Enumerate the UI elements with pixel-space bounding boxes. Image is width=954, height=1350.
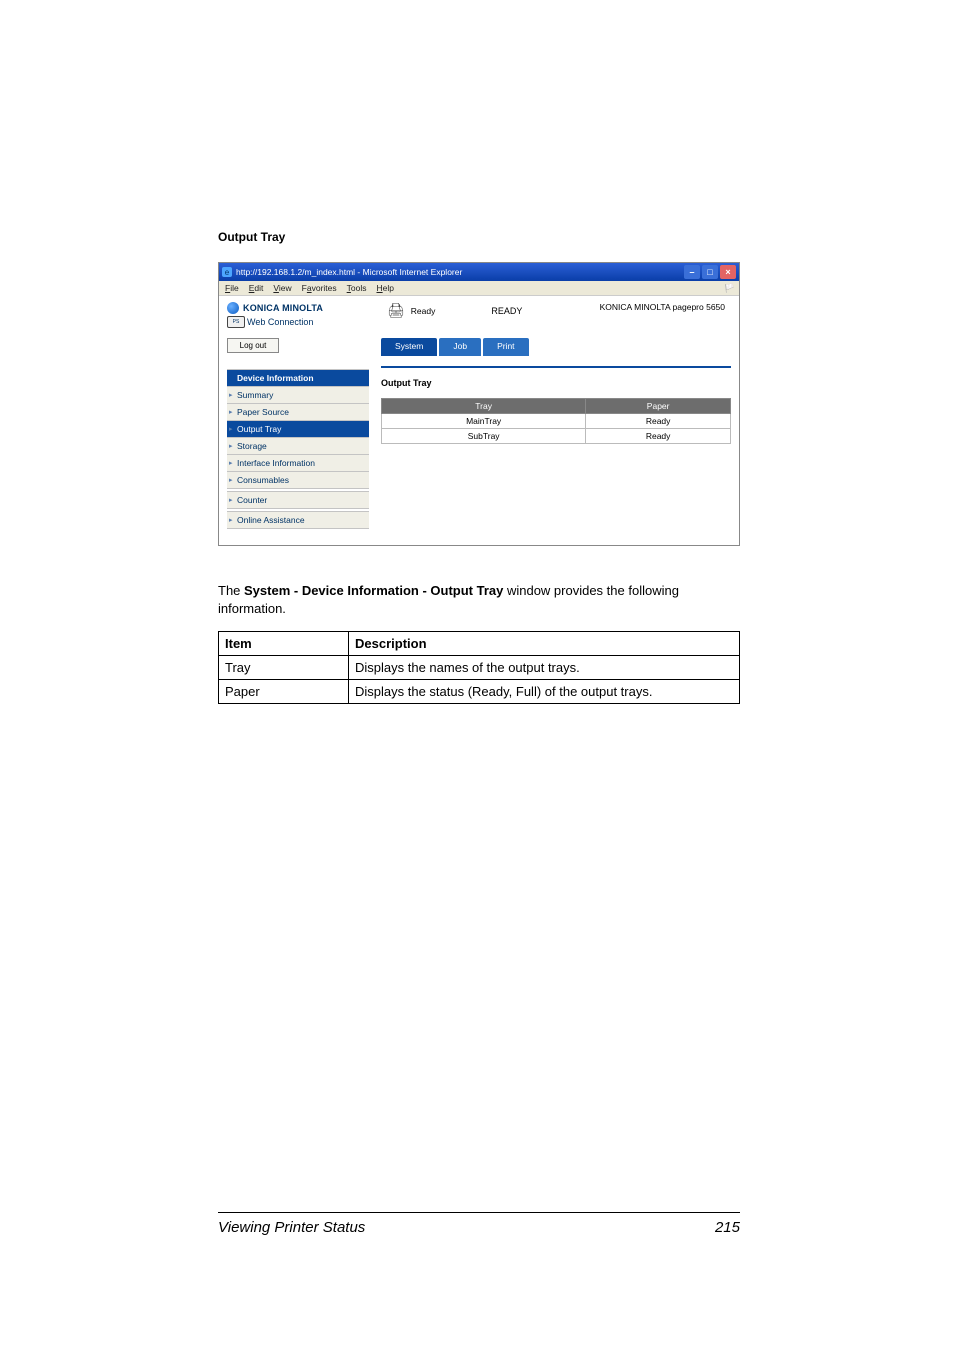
- brand-block: KONICA MINOLTA PS Web Connection: [227, 302, 377, 328]
- minimize-button[interactable]: –: [684, 265, 700, 279]
- sidebar-item-counter[interactable]: Counter: [227, 491, 369, 509]
- info-table: Item Description Tray Displays the names…: [218, 631, 740, 704]
- description-text: The System - Device Information - Output…: [218, 582, 740, 617]
- menu-file[interactable]: File: [225, 283, 239, 293]
- menubar: File Edit View Favorites Tools Help 🏳️: [219, 281, 739, 296]
- tab-system[interactable]: System: [381, 338, 437, 356]
- menu-tools[interactable]: Tools: [347, 283, 367, 293]
- browser-window: e http://192.168.1.2/m_index.html - Micr…: [218, 262, 740, 546]
- output-tray-table: Tray Paper MainTray Ready SubTray: [381, 398, 731, 444]
- sidebar-item-outputtray[interactable]: Output Tray: [227, 420, 369, 437]
- maximize-button[interactable]: □: [702, 265, 718, 279]
- tab-job[interactable]: Job: [439, 338, 481, 356]
- titlebar: e http://192.168.1.2/m_index.html - Micr…: [219, 263, 739, 281]
- col-paper: Paper: [586, 399, 731, 414]
- printer-icon: 🖨: [387, 302, 405, 319]
- tab-print[interactable]: Print: [483, 338, 528, 356]
- brand-logo-icon: [227, 302, 239, 314]
- menu-favorites[interactable]: Favorites: [302, 283, 337, 293]
- window-controls: – □ ×: [684, 265, 736, 279]
- info-head-desc: Description: [349, 632, 740, 656]
- info-item: Tray: [219, 656, 349, 680]
- sub-brand: Web Connection: [247, 317, 313, 327]
- footer-left: Viewing Printer Status: [218, 1219, 365, 1236]
- logout-button[interactable]: Log out: [227, 338, 279, 353]
- brand-name: KONICA MINOLTA: [243, 303, 323, 313]
- info-item: Paper: [219, 680, 349, 704]
- window-title: http://192.168.1.2/m_index.html - Micros…: [236, 267, 462, 277]
- side-menu: Device Information Summary Paper Source …: [227, 369, 369, 529]
- cell-paper: Ready: [586, 414, 731, 429]
- panel-title: Output Tray: [381, 378, 731, 388]
- section-title: Output Tray: [218, 230, 754, 244]
- footer-page-number: 215: [715, 1219, 740, 1236]
- pagescope-icon: PS: [227, 316, 245, 328]
- menu-view[interactable]: View: [273, 283, 291, 293]
- sidebar-item-consumables[interactable]: Consumables: [227, 471, 369, 489]
- table-row: Tray Displays the names of the output tr…: [219, 656, 740, 680]
- tabs-underline: [381, 366, 731, 368]
- table-row: MainTray Ready: [382, 414, 731, 429]
- desc-prefix: The: [218, 583, 244, 598]
- sidebar-item-online[interactable]: Online Assistance: [227, 511, 369, 529]
- table-row: Paper Displays the status (Ready, Full) …: [219, 680, 740, 704]
- cell-tray: MainTray: [382, 414, 586, 429]
- sidebar-item-summary[interactable]: Summary: [227, 386, 369, 403]
- sidebar-item-storage[interactable]: Storage: [227, 437, 369, 454]
- ie-flag-icon: 🏳️: [724, 283, 735, 294]
- sidebar-header: Device Information: [227, 369, 369, 386]
- model-text: KONICA MINOLTA pagepro 5650: [600, 302, 731, 312]
- menu-help[interactable]: Help: [377, 283, 394, 293]
- cell-tray: SubTray: [382, 429, 586, 444]
- close-button[interactable]: ×: [720, 265, 736, 279]
- desc-bold: System - Device Information - Output Tra…: [244, 583, 503, 598]
- info-desc: Displays the names of the output trays.: [349, 656, 740, 680]
- page-body: KONICA MINOLTA PS Web Connection 🖨 Ready…: [219, 296, 739, 545]
- sidebar-item-papersource[interactable]: Paper Source: [227, 403, 369, 420]
- sidebar-item-interface[interactable]: Interface Information: [227, 454, 369, 471]
- info-desc: Displays the status (Ready, Full) of the…: [349, 680, 740, 704]
- menu-edit[interactable]: Edit: [249, 283, 264, 293]
- tabs: System Job Print: [381, 338, 731, 356]
- info-head-item: Item: [219, 632, 349, 656]
- status-big: READY: [491, 306, 522, 316]
- cell-paper: Ready: [586, 429, 731, 444]
- ie-icon: e: [222, 267, 232, 277]
- page-footer: Viewing Printer Status 215: [218, 1212, 740, 1236]
- status-label: Ready: [411, 306, 436, 316]
- col-tray: Tray: [382, 399, 586, 414]
- table-row: SubTray Ready: [382, 429, 731, 444]
- status-block: 🖨 Ready READY: [387, 302, 522, 319]
